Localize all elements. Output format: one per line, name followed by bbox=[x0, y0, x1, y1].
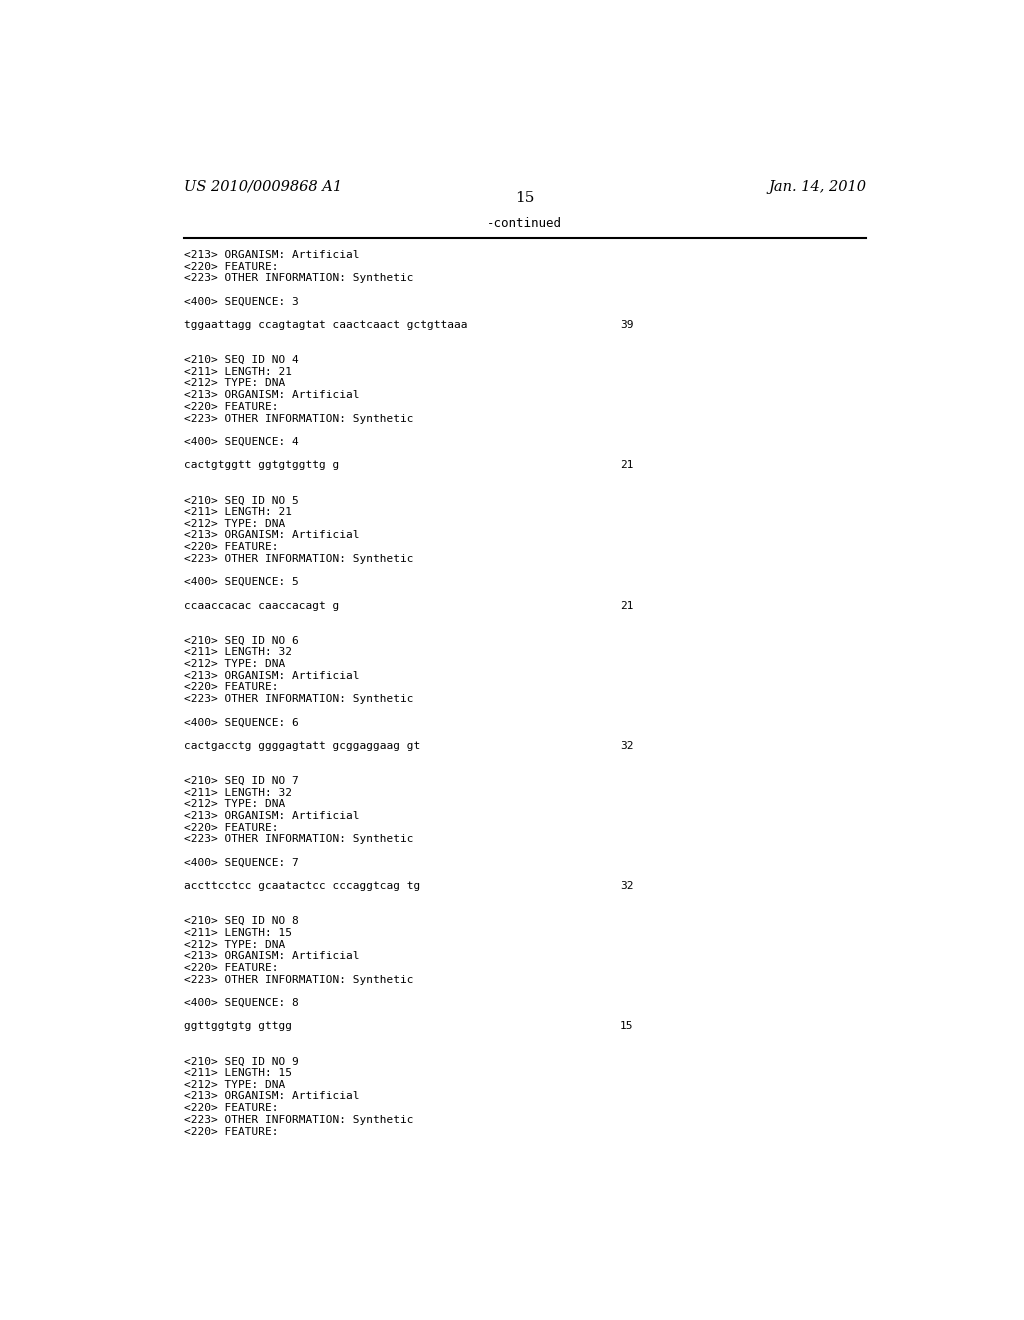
Text: <212> TYPE: DNA: <212> TYPE: DNA bbox=[183, 799, 285, 809]
Text: <211> LENGTH: 21: <211> LENGTH: 21 bbox=[183, 507, 292, 517]
Text: <211> LENGTH: 32: <211> LENGTH: 32 bbox=[183, 647, 292, 657]
Text: <210> SEQ ID NO 9: <210> SEQ ID NO 9 bbox=[183, 1056, 298, 1067]
Text: <213> ORGANISM: Artificial: <213> ORGANISM: Artificial bbox=[183, 531, 359, 540]
Text: <210> SEQ ID NO 6: <210> SEQ ID NO 6 bbox=[183, 636, 298, 645]
Text: <223> OTHER INFORMATION: Synthetic: <223> OTHER INFORMATION: Synthetic bbox=[183, 273, 413, 284]
Text: tggaattagg ccagtagtat caactcaact gctgttaaa: tggaattagg ccagtagtat caactcaact gctgtta… bbox=[183, 319, 467, 330]
Text: <220> FEATURE:: <220> FEATURE: bbox=[183, 682, 279, 693]
Text: Jan. 14, 2010: Jan. 14, 2010 bbox=[768, 180, 866, 194]
Text: <223> OTHER INFORMATION: Synthetic: <223> OTHER INFORMATION: Synthetic bbox=[183, 974, 413, 985]
Text: <223> OTHER INFORMATION: Synthetic: <223> OTHER INFORMATION: Synthetic bbox=[183, 1115, 413, 1125]
Text: <210> SEQ ID NO 8: <210> SEQ ID NO 8 bbox=[183, 916, 298, 927]
Text: <220> FEATURE:: <220> FEATURE: bbox=[183, 822, 279, 833]
Text: <220> FEATURE:: <220> FEATURE: bbox=[183, 962, 279, 973]
Text: <212> TYPE: DNA: <212> TYPE: DNA bbox=[183, 379, 285, 388]
Text: <211> LENGTH: 32: <211> LENGTH: 32 bbox=[183, 788, 292, 797]
Text: <211> LENGTH: 15: <211> LENGTH: 15 bbox=[183, 1068, 292, 1078]
Text: <212> TYPE: DNA: <212> TYPE: DNA bbox=[183, 519, 285, 529]
Text: <220> FEATURE:: <220> FEATURE: bbox=[183, 1104, 279, 1113]
Text: <223> OTHER INFORMATION: Synthetic: <223> OTHER INFORMATION: Synthetic bbox=[183, 694, 413, 704]
Text: <212> TYPE: DNA: <212> TYPE: DNA bbox=[183, 659, 285, 669]
Text: <400> SEQUENCE: 3: <400> SEQUENCE: 3 bbox=[183, 297, 298, 306]
Text: <210> SEQ ID NO 7: <210> SEQ ID NO 7 bbox=[183, 776, 298, 785]
Text: <210> SEQ ID NO 5: <210> SEQ ID NO 5 bbox=[183, 495, 298, 506]
Text: <213> ORGANISM: Artificial: <213> ORGANISM: Artificial bbox=[183, 391, 359, 400]
Text: ccaaccacac caaccacagt g: ccaaccacac caaccacagt g bbox=[183, 601, 339, 611]
Text: <220> FEATURE:: <220> FEATURE: bbox=[183, 1126, 279, 1137]
Text: cactgacctg ggggagtatt gcggaggaag gt: cactgacctg ggggagtatt gcggaggaag gt bbox=[183, 741, 420, 751]
Text: <400> SEQUENCE: 6: <400> SEQUENCE: 6 bbox=[183, 717, 298, 727]
Text: <213> ORGANISM: Artificial: <213> ORGANISM: Artificial bbox=[183, 1092, 359, 1101]
Text: <400> SEQUENCE: 5: <400> SEQUENCE: 5 bbox=[183, 577, 298, 587]
Text: <211> LENGTH: 15: <211> LENGTH: 15 bbox=[183, 928, 292, 937]
Text: 15: 15 bbox=[515, 191, 535, 205]
Text: 21: 21 bbox=[620, 461, 634, 470]
Text: <223> OTHER INFORMATION: Synthetic: <223> OTHER INFORMATION: Synthetic bbox=[183, 834, 413, 845]
Text: <212> TYPE: DNA: <212> TYPE: DNA bbox=[183, 940, 285, 949]
Text: <212> TYPE: DNA: <212> TYPE: DNA bbox=[183, 1080, 285, 1090]
Text: accttcctcc gcaatactcc cccaggtcag tg: accttcctcc gcaatactcc cccaggtcag tg bbox=[183, 880, 420, 891]
Text: <220> FEATURE:: <220> FEATURE: bbox=[183, 401, 279, 412]
Text: <220> FEATURE:: <220> FEATURE: bbox=[183, 543, 279, 552]
Text: <400> SEQUENCE: 7: <400> SEQUENCE: 7 bbox=[183, 858, 298, 867]
Text: <400> SEQUENCE: 8: <400> SEQUENCE: 8 bbox=[183, 998, 298, 1008]
Text: <400> SEQUENCE: 4: <400> SEQUENCE: 4 bbox=[183, 437, 298, 447]
Text: 39: 39 bbox=[620, 319, 634, 330]
Text: <213> ORGANISM: Artificial: <213> ORGANISM: Artificial bbox=[183, 671, 359, 681]
Text: <213> ORGANISM: Artificial: <213> ORGANISM: Artificial bbox=[183, 810, 359, 821]
Text: -continued: -continued bbox=[487, 216, 562, 230]
Text: cactgtggtt ggtgtggttg g: cactgtggtt ggtgtggttg g bbox=[183, 461, 339, 470]
Text: <210> SEQ ID NO 4: <210> SEQ ID NO 4 bbox=[183, 355, 298, 366]
Text: <213> ORGANISM: Artificial: <213> ORGANISM: Artificial bbox=[183, 249, 359, 260]
Text: 32: 32 bbox=[620, 741, 634, 751]
Text: <220> FEATURE:: <220> FEATURE: bbox=[183, 261, 279, 272]
Text: <223> OTHER INFORMATION: Synthetic: <223> OTHER INFORMATION: Synthetic bbox=[183, 413, 413, 424]
Text: ggttggtgtg gttgg: ggttggtgtg gttgg bbox=[183, 1022, 292, 1031]
Text: <223> OTHER INFORMATION: Synthetic: <223> OTHER INFORMATION: Synthetic bbox=[183, 554, 413, 564]
Text: <213> ORGANISM: Artificial: <213> ORGANISM: Artificial bbox=[183, 952, 359, 961]
Text: <211> LENGTH: 21: <211> LENGTH: 21 bbox=[183, 367, 292, 376]
Text: 32: 32 bbox=[620, 880, 634, 891]
Text: 15: 15 bbox=[620, 1022, 634, 1031]
Text: US 2010/0009868 A1: US 2010/0009868 A1 bbox=[183, 180, 342, 194]
Text: 21: 21 bbox=[620, 601, 634, 611]
